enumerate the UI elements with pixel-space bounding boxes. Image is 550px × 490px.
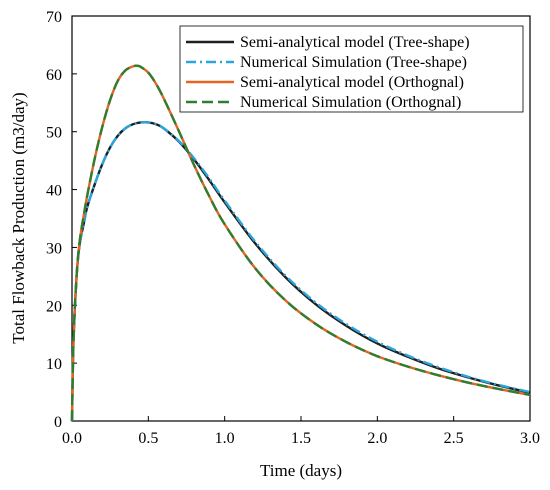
y-tick-label: 20	[46, 298, 62, 315]
y-tick-label: 10	[46, 356, 62, 373]
legend-label-3: Semi-analytical model (Orthognal)	[240, 74, 464, 91]
legend-label-1: Semi-analytical model (Tree-shape)	[240, 34, 470, 51]
x-tick-label: 2.5	[444, 430, 464, 447]
x-tick-label: 0.0	[62, 430, 82, 447]
x-tick-label: 3.0	[520, 430, 540, 447]
x-tick-label: 2.0	[367, 430, 387, 447]
y-tick-label: 60	[46, 67, 62, 84]
y-tick-label: 30	[46, 240, 62, 257]
legend-box	[179, 25, 524, 113]
x-tick-label: 0.5	[138, 430, 158, 447]
legend: Semi-analytical model (Tree-shape) Numeri…	[179, 25, 524, 113]
y-tick-label: 50	[46, 125, 62, 142]
series-line-3	[70, 64, 531, 422]
y-axis-title: Total Flowback Production (m3/day)	[9, 92, 28, 343]
y-tick-label: 40	[46, 183, 62, 200]
x-axis-title: Time (days)	[260, 461, 342, 480]
series-line-4	[70, 64, 531, 422]
series-layer	[70, 64, 531, 422]
x-tick-label: 1.5	[291, 430, 311, 447]
legend-label-2: Numerical Simulation (Tree-shape)	[240, 54, 467, 71]
x-tick-label: 1.0	[215, 430, 235, 447]
y-tick-label: 0	[54, 414, 62, 431]
series-line-1	[70, 121, 531, 422]
y-tick-label: 70	[46, 9, 62, 26]
axis-ticks: 0.0 0.5 1.0 1.5 2.0 2.5 3.0 0 10 20 30 40 50 60 70	[46, 9, 540, 447]
legend-label-4: Numerical Simulation (Orthognal)	[240, 94, 461, 111]
